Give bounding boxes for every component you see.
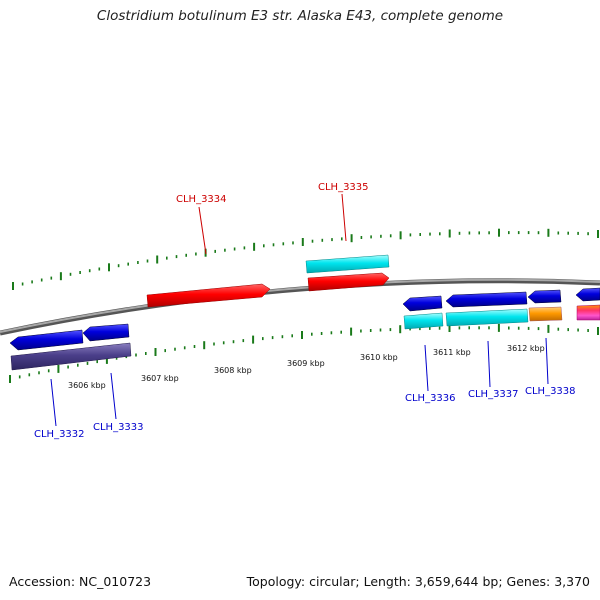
leader-clh-3334 xyxy=(198,206,207,255)
tick-label-3606: 3606 kbp xyxy=(68,381,106,390)
cds-clh-3333[interactable] xyxy=(82,323,130,342)
leader-clh-3332 xyxy=(50,378,57,427)
tick-label-3607: 3607 kbp xyxy=(141,374,179,383)
leader-clh-3338 xyxy=(545,337,549,385)
cds-clh-3332[interactable] xyxy=(9,329,84,351)
leader-clh-3333 xyxy=(110,372,117,420)
tick-label-3608: 3608 kbp xyxy=(214,366,252,375)
rna-clh-3335[interactable] xyxy=(305,254,390,274)
cds-clh-3334[interactable] xyxy=(146,283,271,308)
leader-clh-3336 xyxy=(424,344,429,392)
accession-text: Accession: NC_010723 xyxy=(9,574,152,589)
tick-label-3609: 3609 kbp xyxy=(287,359,325,368)
cds-right-edge[interactable] xyxy=(575,287,600,302)
label-clh-3338[interactable]: CLH_3338 xyxy=(525,386,576,397)
genome-backbone xyxy=(0,278,600,336)
cds-clh-3335[interactable] xyxy=(307,272,390,292)
tick-label-3612: 3612 kbp xyxy=(507,344,545,353)
label-clh-3336[interactable]: CLH_3336 xyxy=(405,393,456,404)
tick-label-3611: 3611 kbp xyxy=(433,348,471,357)
region-orange-3338[interactable] xyxy=(528,306,563,322)
label-clh-3337[interactable]: CLH_3337 xyxy=(468,389,519,400)
tick-label-3610: 3610 kbp xyxy=(360,353,398,362)
outer-tick-track xyxy=(12,228,599,290)
cds-clh-3338[interactable] xyxy=(527,289,562,304)
label-clh-3333[interactable]: CLH_3333 xyxy=(93,422,144,433)
label-clh-3335[interactable]: CLH_3335 xyxy=(318,182,369,193)
rna-clh-3337[interactable] xyxy=(445,308,529,327)
region-multicolor-right-edge[interactable] xyxy=(576,304,600,321)
label-clh-3334[interactable]: CLH_3334 xyxy=(176,194,227,205)
leader-clh-3337 xyxy=(487,340,491,388)
cds-clh-3337[interactable] xyxy=(445,291,528,308)
label-clh-3332[interactable]: CLH_3332 xyxy=(34,429,85,440)
topology-text: Topology: circular; Length: 3,659,644 bp… xyxy=(246,574,590,589)
rna-clh-3336[interactable] xyxy=(403,312,444,330)
genome-backbone-highlight xyxy=(0,278,600,333)
map-title: Clostridium botulinum E3 str. Alaska E43… xyxy=(96,8,504,24)
region-slate[interactable] xyxy=(10,342,132,371)
inner-tick-track xyxy=(9,323,599,383)
leader-clh-3335 xyxy=(341,193,347,242)
cds-clh-3336[interactable] xyxy=(402,295,443,312)
